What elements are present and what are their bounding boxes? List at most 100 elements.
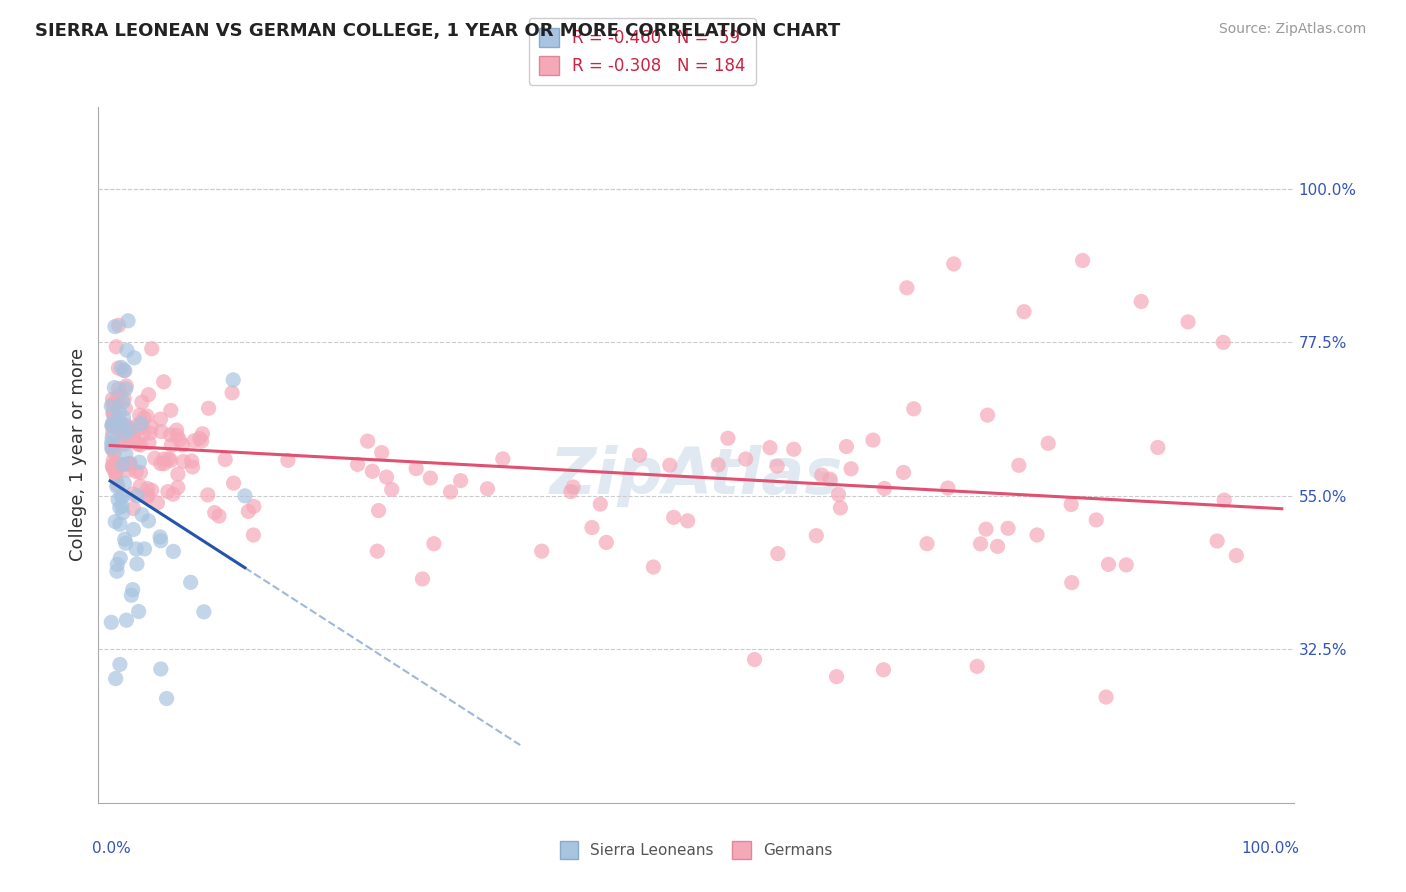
Point [783,442,806,457]
Point [122,351,145,365]
Point [118,421,141,435]
Point [1095,690,1118,704]
Point [166,428,188,442]
Point [108,500,131,515]
Point [114,425,136,439]
Point [242,528,264,542]
Point [114,536,136,550]
Point [108,517,131,532]
Point [405,461,427,475]
Point [141,483,163,498]
Point [562,480,585,494]
Point [101,415,124,429]
Point [997,521,1019,535]
Point [107,478,129,492]
Point [197,401,219,416]
Point [101,442,124,457]
Point [103,407,125,421]
Point [112,431,135,445]
Point [1085,513,1108,527]
Point [100,436,122,450]
Point [530,544,553,558]
Point [188,432,211,446]
Point [835,440,858,454]
Point [125,541,148,556]
Point [105,558,128,572]
Point [193,605,215,619]
Point [893,466,915,480]
Point [381,483,404,497]
Point [107,422,129,436]
Point [915,537,938,551]
Point [114,421,136,435]
Point [1130,294,1153,309]
Point [986,539,1008,553]
Point [112,363,135,377]
Point [966,659,988,673]
Point [115,343,138,358]
Point [108,405,131,419]
Point [136,490,159,504]
Point [1177,315,1199,329]
Point [153,457,176,471]
Point [152,375,174,389]
Y-axis label: College, 1 year or more: College, 1 year or more [69,349,87,561]
Point [100,399,122,413]
Point [108,388,131,402]
Point [114,426,136,441]
Point [110,417,132,432]
Point [862,433,884,447]
Point [111,489,134,503]
Point [152,452,174,467]
Point [121,582,143,597]
Point [138,387,160,401]
Point [115,379,138,393]
Point [110,551,132,566]
Point [162,544,184,558]
Point [159,427,181,442]
Text: SIERRA LEONEAN VS GERMAN COLLEGE, 1 YEAR OR MORE CORRELATION CHART: SIERRA LEONEAN VS GERMAN COLLEGE, 1 YEAR… [35,22,841,40]
Point [155,691,177,706]
Point [157,452,180,467]
Point [936,481,959,495]
Point [101,426,124,441]
Point [101,439,124,453]
Text: Source: ZipAtlas.com: Source: ZipAtlas.com [1219,22,1367,37]
Point [105,470,128,484]
Point [662,510,685,524]
Point [581,520,603,534]
Point [197,488,219,502]
Point [143,451,166,466]
Point [830,500,852,515]
Point [827,487,849,501]
Point [127,489,149,503]
Point [717,431,740,445]
Point [104,672,127,686]
Point [127,417,149,432]
Point [149,412,172,426]
Point [111,490,134,504]
Point [238,504,260,518]
Point [103,445,125,459]
Point [366,544,388,558]
Text: 100.0%: 100.0% [1241,841,1299,856]
Point [156,484,179,499]
Point [122,523,145,537]
Point [125,465,148,479]
Point [104,466,127,480]
Point [277,453,299,467]
Point [818,472,841,486]
Text: ZipAtlas: ZipAtlas [550,445,842,507]
Point [108,417,131,432]
Point [115,418,138,433]
Point [1213,493,1236,508]
Point [222,373,245,387]
Point [114,382,136,396]
Point [112,392,135,406]
Point [1212,335,1234,350]
Point [676,514,699,528]
Point [120,588,142,602]
Point [149,533,172,548]
Point [150,425,173,439]
Point [103,380,125,394]
